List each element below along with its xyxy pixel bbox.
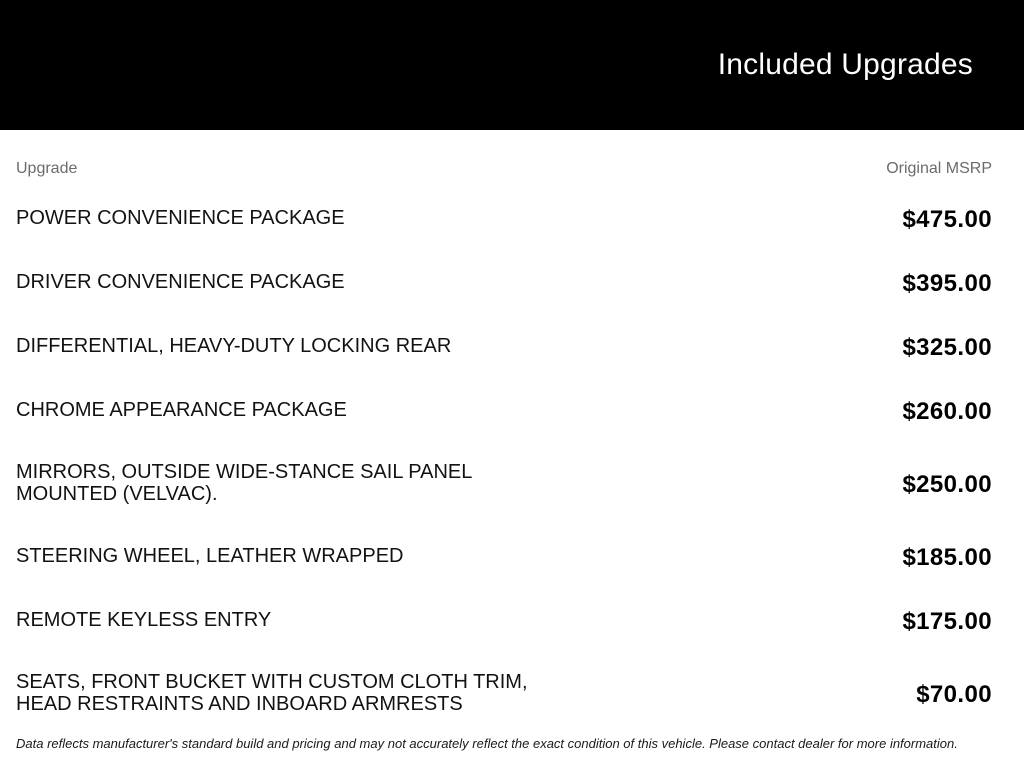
- table-row: POWER CONVENIENCE PACKAGE $475.00: [16, 186, 992, 250]
- upgrade-name: STEERING WHEEL, LEATHER WRAPPED: [16, 545, 404, 567]
- table-row: DIFFERENTIAL, HEAVY-DUTY LOCKING REAR $3…: [16, 314, 992, 378]
- page-title: Included Upgrades: [717, 48, 973, 81]
- upgrade-name: MIRRORS, OUTSIDE WIDE-STANCE SAIL PANEL …: [16, 461, 472, 505]
- upgrades-table: Upgrade Original MSRP POWER CONVENIENCE …: [0, 130, 1024, 751]
- upgrade-name: DIFFERENTIAL, HEAVY-DUTY LOCKING REAR: [16, 335, 452, 357]
- upgrade-price: $325.00: [902, 334, 992, 361]
- table-row: CHROME APPEARANCE PACKAGE $260.00: [16, 378, 992, 442]
- table-column-headers: Upgrade Original MSRP: [16, 160, 992, 178]
- column-header-upgrade: Upgrade: [16, 160, 78, 177]
- upgrade-price: $250.00: [902, 471, 992, 498]
- upgrade-price: $395.00: [902, 270, 992, 297]
- page-header: Included Upgrades: [0, 0, 1024, 130]
- table-row: DRIVER CONVENIENCE PACKAGE $395.00: [16, 250, 992, 314]
- upgrade-price: $260.00: [902, 398, 992, 425]
- column-header-msrp: Original MSRP: [886, 160, 992, 177]
- upgrade-price: $185.00: [902, 544, 992, 571]
- upgrade-name: REMOTE KEYLESS ENTRY: [16, 609, 272, 631]
- table-row: MIRRORS, OUTSIDE WIDE-STANCE SAIL PANEL …: [16, 442, 992, 524]
- upgrade-name: DRIVER CONVENIENCE PACKAGE: [16, 271, 345, 293]
- table-row: STEERING WHEEL, LEATHER WRAPPED $185.00: [16, 524, 992, 588]
- table-row: SEATS, FRONT BUCKET WITH CUSTOM CLOTH TR…: [16, 652, 992, 734]
- upgrade-name: POWER CONVENIENCE PACKAGE: [16, 207, 345, 229]
- upgrade-price: $70.00: [916, 681, 992, 708]
- upgrade-name: SEATS, FRONT BUCKET WITH CUSTOM CLOTH TR…: [16, 671, 528, 715]
- upgrade-price: $175.00: [902, 608, 992, 635]
- table-row: REMOTE KEYLESS ENTRY $175.00: [16, 588, 992, 652]
- upgrade-price: $475.00: [902, 206, 992, 233]
- disclaimer-text: Data reflects manufacturer's standard bu…: [16, 736, 958, 751]
- upgrade-name: CHROME APPEARANCE PACKAGE: [16, 399, 347, 421]
